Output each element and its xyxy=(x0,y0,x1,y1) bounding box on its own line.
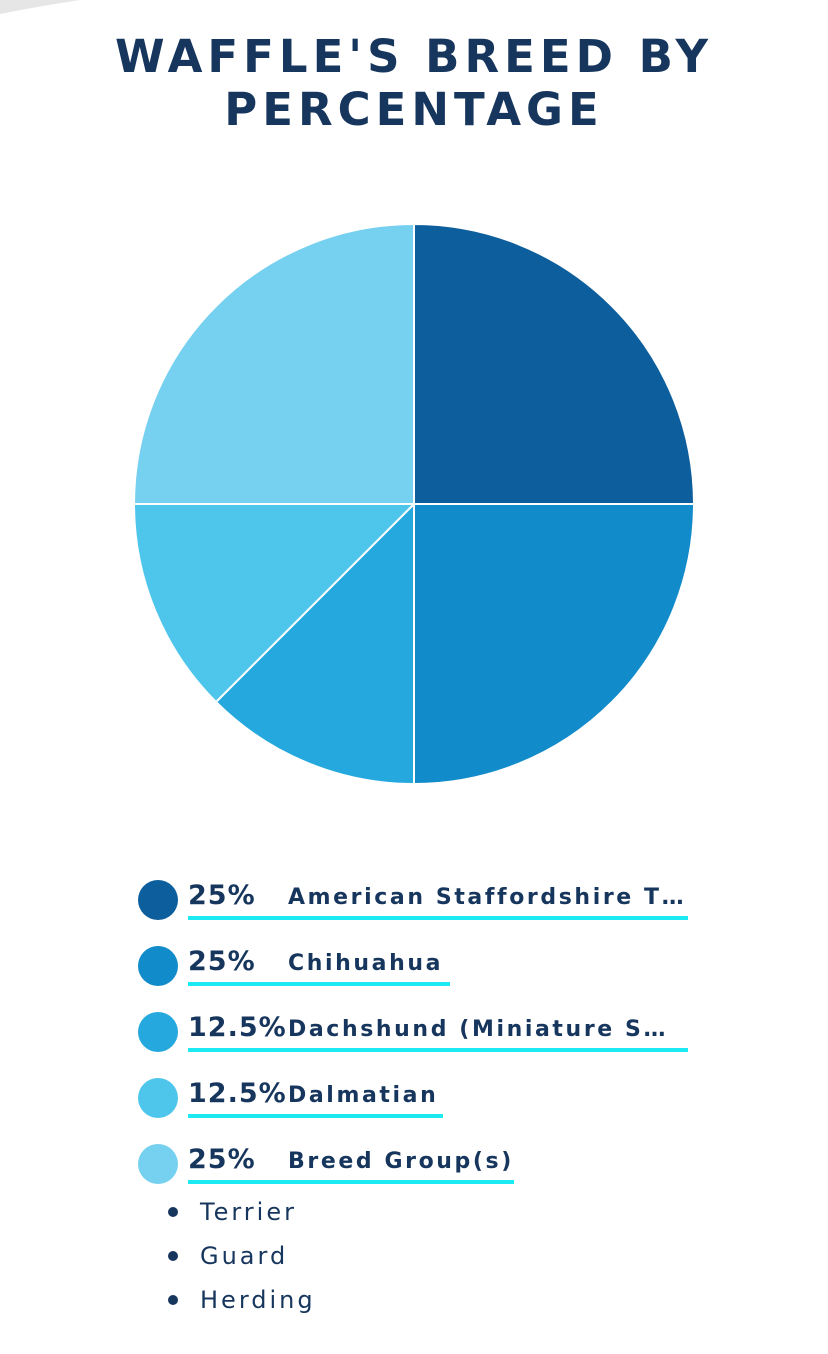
legend-label: 12.5%Dachshund (Miniature S… xyxy=(188,1008,688,1052)
legend-item: 12.5%Dachshund (Miniature S… xyxy=(138,1008,758,1074)
list-item: Guard xyxy=(166,1234,316,1278)
legend-swatch xyxy=(138,1078,178,1118)
legend-swatch xyxy=(138,1144,178,1184)
bullet-icon xyxy=(168,1251,178,1261)
bullet-icon xyxy=(168,1207,178,1217)
legend-percent: 25% xyxy=(188,946,256,977)
chart-title-line-2: PERCENTAGE xyxy=(224,83,604,136)
pie-chart xyxy=(132,222,696,786)
legend-label: 25% Chihuahua xyxy=(188,942,450,986)
legend-label: 12.5%Dalmatian xyxy=(188,1074,443,1118)
legend-percent: 25% xyxy=(188,880,256,911)
legend-label: 25% American Staffordshire T… xyxy=(188,876,688,920)
legend-label: 25% Breed Group(s) xyxy=(188,1140,514,1184)
legend-breed-name: Dalmatian xyxy=(288,1083,439,1108)
bullet-icon xyxy=(168,1295,178,1305)
legend: 25% American Staffordshire T… 25% Chihuahu… xyxy=(138,876,758,1206)
list-item: Terrier xyxy=(166,1190,316,1234)
pie-slice xyxy=(214,501,415,786)
chart-title-line-1: WAFFLE'S BREED BY xyxy=(114,30,714,83)
legend-item: 25% Breed Group(s) xyxy=(138,1140,758,1206)
legend-breed-name: Chihuahua xyxy=(288,951,444,976)
legend-percent: 12.5% xyxy=(188,1078,287,1109)
chart-title: WAFFLE'S BREED BY PERCENTAGE xyxy=(0,30,828,136)
legend-item: 12.5%Dalmatian xyxy=(138,1074,758,1140)
corner-decoration xyxy=(0,0,80,14)
legend-breed-name: Breed Group(s) xyxy=(288,1149,514,1174)
pie-slice xyxy=(413,503,696,786)
legend-swatch xyxy=(138,946,178,986)
legend-breed-name: American Staffordshire T… xyxy=(288,885,687,910)
legend-swatch xyxy=(138,1012,178,1052)
breed-group-name: Herding xyxy=(200,1286,316,1314)
legend-item: 25% American Staffordshire T… xyxy=(138,876,758,942)
legend-swatch xyxy=(138,880,178,920)
legend-percent: 25% xyxy=(188,1144,256,1175)
legend-percent: 12.5% xyxy=(188,1012,287,1043)
pie-slice xyxy=(132,222,415,505)
breed-group-name: Guard xyxy=(200,1242,289,1270)
breed-group-list: Terrier Guard Herding xyxy=(166,1190,316,1322)
legend-breed-name: Dachshund (Miniature S… xyxy=(288,1017,669,1042)
legend-item: 25% Chihuahua xyxy=(138,942,758,1008)
pie-slice xyxy=(132,503,417,704)
breed-group-name: Terrier xyxy=(200,1198,297,1226)
pie-slice xyxy=(413,222,696,505)
list-item: Herding xyxy=(166,1278,316,1322)
